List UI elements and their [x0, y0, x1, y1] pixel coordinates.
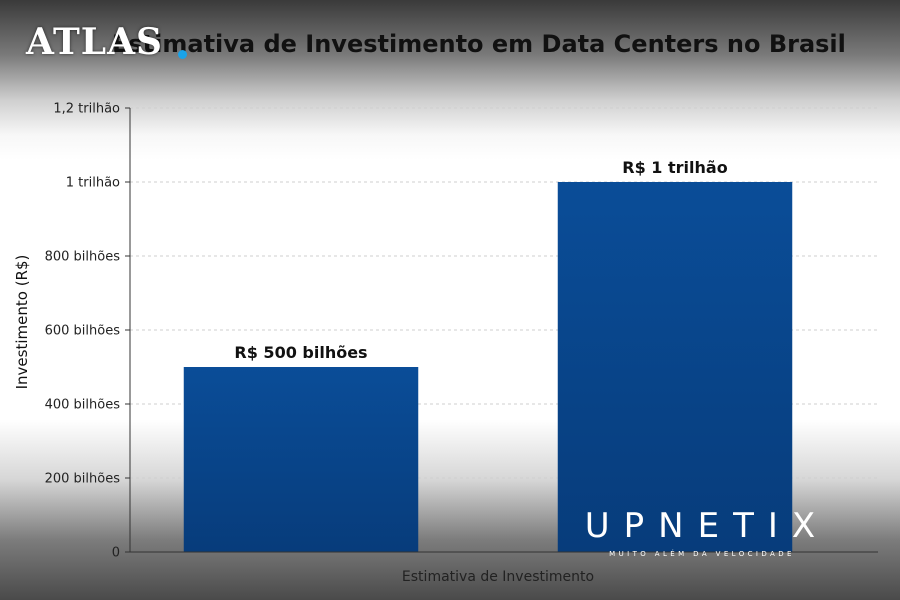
- bars: R$ 500 bilhões R$ 1 trilhão: [183, 158, 793, 552]
- chart-title: Estimativa de Investimento em Data Cente…: [112, 30, 846, 58]
- y-tick-label: 400 bilhões: [45, 398, 121, 413]
- upnetix-logo: UPNETIX MUITO ALÉM DA VELOCIDADE: [566, 506, 838, 560]
- y-tick-label: 200 bilhões: [45, 472, 121, 487]
- bar: [183, 367, 419, 552]
- y-tick-label: 0: [112, 546, 120, 561]
- y-tick-label: 1 trilhão: [66, 176, 120, 191]
- x-axis-label: Estimativa de Investimento: [402, 569, 594, 585]
- gridlines: [130, 107, 878, 479]
- y-tick-label: 1,2 trilhão: [53, 102, 120, 117]
- upnetix-wordmark: UPNETIX: [584, 506, 830, 546]
- atlas-logo: ATLAS: [26, 21, 163, 63]
- bar-data-label: R$ 1 trilhão: [622, 158, 727, 177]
- bar-data-label: R$ 500 bilhões: [234, 343, 367, 362]
- y-tick-label: 600 bilhões: [45, 324, 121, 339]
- y-axis-ticks: 0 200 bilhões 400 bilhões 600 bilhões 800 bi…: [45, 102, 130, 561]
- y-axis-label: Investimento (R$): [13, 255, 31, 390]
- atlas-logo-dot: [178, 50, 187, 59]
- bar: [557, 182, 793, 552]
- upnetix-tagline: MUITO ALÉM DA VELOCIDADE: [609, 550, 795, 558]
- y-tick-label: 800 bilhões: [45, 250, 121, 265]
